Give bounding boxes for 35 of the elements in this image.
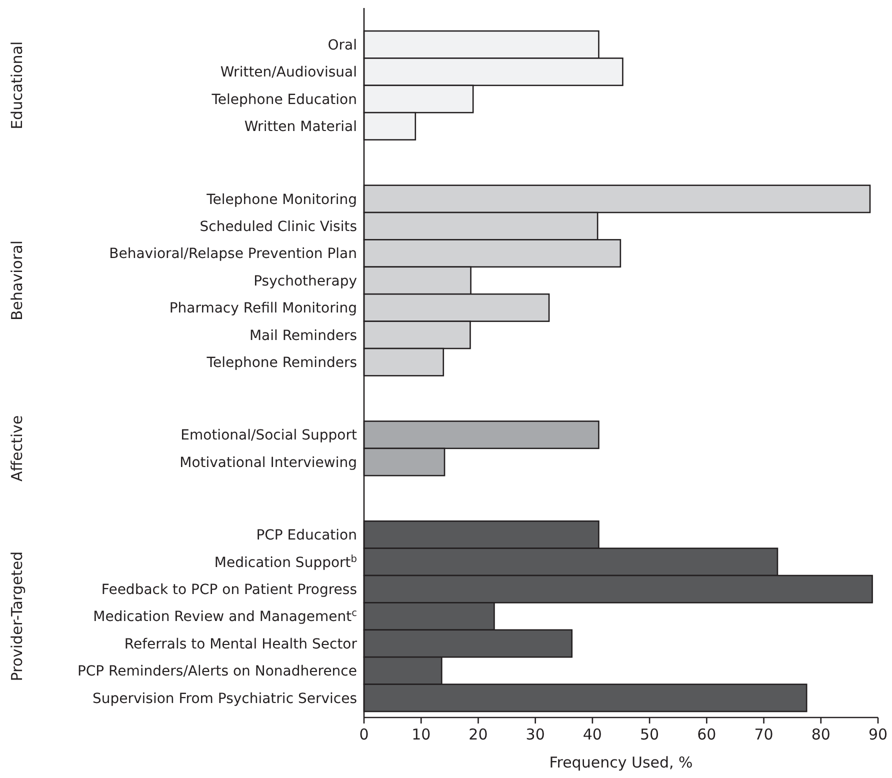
y-tick-label: Oral	[328, 38, 357, 54]
x-tick-label: 20	[468, 726, 488, 744]
y-tick-label: Emotional/Social Support	[180, 428, 358, 444]
y-tick-label: Mail Reminders	[249, 328, 357, 344]
y-axis-title: Behavioral	[8, 240, 26, 320]
x-tick-label: 10	[412, 726, 431, 744]
x-tick-label: 90	[868, 726, 888, 744]
y-tick-label: Referrals to Mental Health Sector	[124, 636, 358, 652]
x-tick-label: 80	[811, 726, 830, 744]
x-tick-label: 0	[359, 726, 369, 744]
x-tick-label: 30	[526, 726, 545, 744]
y-tick-label: Psychotherapy	[254, 273, 357, 290]
y-tick-label: Pharmacy Refill Monitoring	[169, 300, 357, 317]
x-tick-label: 70	[754, 726, 774, 744]
y-tick-label: PCP Reminders/Alerts on Nonadherence	[77, 664, 357, 680]
y-tick-label: Written/Audiovisual	[220, 64, 357, 81]
y-tick-label: Medication Support$^{b}$	[214, 553, 357, 571]
y-tick-label: Telephone Monitoring	[206, 192, 357, 208]
y-tick-label: PCP Education	[256, 528, 357, 544]
y-axis-title: Provider-Targeted	[8, 551, 26, 682]
y-tick-label: Motivational Interviewing	[180, 454, 357, 471]
y-axis-title: Affective	[8, 415, 26, 482]
y-tick-label: Telephone Reminders	[206, 355, 357, 371]
y-tick-label: Supervision From Psychiatric Services	[92, 690, 357, 707]
y-axis-title: Educational	[8, 41, 26, 130]
y-tick-label: Scheduled Clinic Visits	[200, 219, 357, 235]
y-tick-label: Feedback to PCP on Patient Progress	[101, 582, 357, 598]
y-tick-label: Telephone Education	[210, 92, 357, 108]
x-tick-label: 40	[582, 726, 602, 744]
x-axis-title: Frequency Used, %	[549, 754, 693, 772]
x-tick-label: 50	[640, 726, 660, 744]
y-tick-label: Medication Review and Management$^{c}$	[93, 608, 357, 626]
y-tick-label: Written Material	[244, 119, 357, 136]
x-tick-label: 60	[697, 726, 716, 744]
y-tick-label: Behavioral/Relapse Prevention Plan	[109, 246, 357, 262]
